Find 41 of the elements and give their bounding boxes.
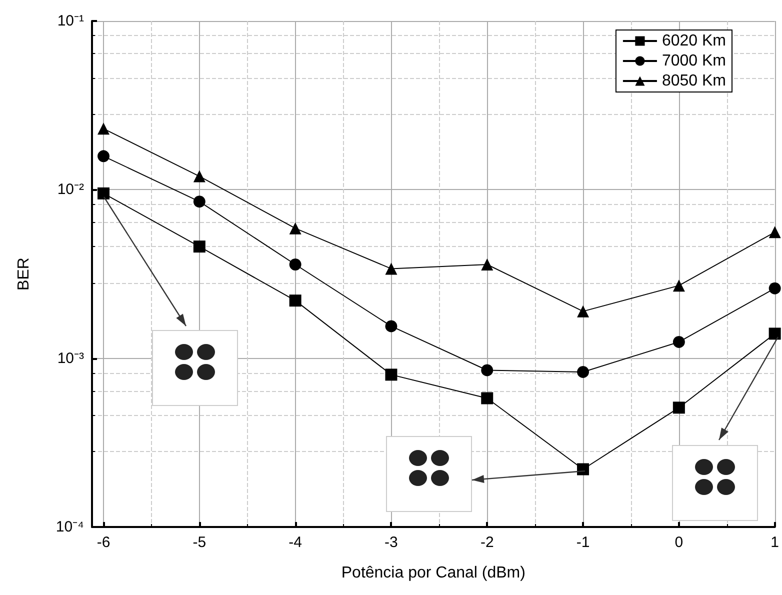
x-tick-label: 0	[674, 534, 684, 551]
x-tick-label: -6	[96, 534, 110, 551]
x-tick-label: -1	[576, 534, 590, 551]
point	[289, 258, 302, 270]
y-tick-label: 10⁻¹	[57, 12, 84, 30]
point	[768, 282, 781, 294]
point	[481, 364, 494, 376]
point	[768, 226, 781, 238]
y-tick-label: 10⁻²	[57, 181, 84, 198]
point	[481, 258, 494, 271]
point	[672, 336, 685, 348]
point	[98, 150, 110, 162]
x-tick-label: -4	[288, 534, 302, 551]
point	[385, 320, 398, 332]
point	[385, 262, 398, 275]
point	[672, 402, 685, 414]
y-tick-label: 10⁻³	[57, 350, 84, 367]
point	[385, 368, 398, 381]
point	[193, 170, 206, 182]
point	[577, 305, 590, 318]
x-tick-label: -2	[480, 534, 494, 551]
y-axis-title: BER	[16, 258, 32, 290]
legend-label: 7000 Km	[662, 52, 726, 70]
point	[193, 196, 206, 208]
point	[98, 122, 110, 135]
y-tick-label: 10⁻⁴	[56, 518, 84, 536]
x-axis-title: Potência por Canal (dBm)	[341, 564, 526, 582]
point	[577, 463, 590, 476]
point	[672, 280, 685, 292]
x-tick-label: -3	[384, 534, 398, 551]
point	[193, 240, 206, 253]
point	[289, 294, 302, 307]
point	[289, 222, 302, 234]
legend-label: 6020 Km	[662, 32, 726, 50]
legend-label: 8050 Km	[662, 72, 726, 90]
point	[98, 187, 110, 200]
point	[577, 366, 590, 378]
x-tick-label: -5	[192, 534, 206, 551]
x-tick-label: 1	[770, 534, 779, 551]
point	[768, 328, 781, 340]
point	[481, 392, 494, 404]
